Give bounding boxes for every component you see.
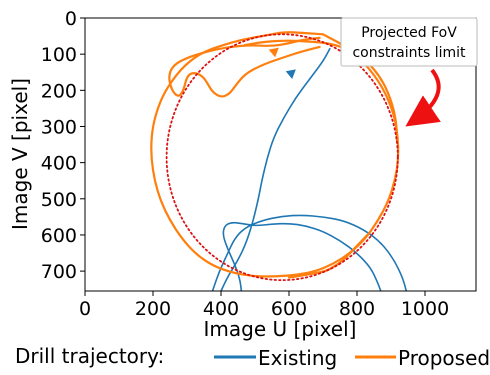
y-axis: 0 100 200 300 400 500 600 700 [41,8,85,283]
annotation-box [340,17,478,67]
x-tick-label: 0 [79,298,91,320]
x-axis-label: Image U [pixel] [204,317,357,341]
legend-label-existing: Existing [258,346,337,370]
direction-arrow-existing [285,69,296,79]
proposed-trajectory-segment-3 [243,39,399,142]
x-tick-label: 400 [203,298,239,320]
existing-trajectory-segment-1 [211,214,408,291]
annotation: Projected FoV constraints limit [340,17,478,127]
direction-arrow-proposed [268,47,279,58]
axes-frame [84,17,477,292]
x-tick-label: 800 [339,298,375,320]
y-axis-label: Image V [pixel] [8,78,32,230]
fov-limit-circle [165,33,399,282]
series-layer [150,31,408,291]
x-tick-label: 200 [135,298,171,320]
y-tick-label: 100 [41,44,77,66]
y-tick-label: 200 [41,80,77,102]
annotation-line-1: Projected FoV [361,25,457,41]
existing-trajectory-segment-0 [220,47,331,291]
y-tick-label: 300 [41,116,77,138]
annotation-line-2: constraints limit [352,45,466,61]
proposed-trajectory-segment-1 [168,36,321,98]
x-tick-label: 1000 [401,298,449,320]
x-tick-label: 600 [271,298,307,320]
y-tick-label: 400 [41,153,77,175]
proposed-trajectory-segment-2 [287,233,369,279]
y-tick-label: 0 [65,8,77,30]
y-tick-label: 700 [41,261,77,283]
fov-circle-layer [165,33,399,282]
x-axis: 0 200 400 600 800 1000 [79,291,449,320]
y-tick-label: 600 [41,225,77,247]
legend: Drill trajectory: Existing Proposed [15,344,490,370]
y-tick-label: 500 [41,189,77,211]
existing-trajectory-segment-2 [222,221,382,291]
annotation-arrow [405,68,441,127]
legend-label-proposed: Proposed [398,346,490,370]
legend-title: Drill trajectory: [15,344,164,368]
